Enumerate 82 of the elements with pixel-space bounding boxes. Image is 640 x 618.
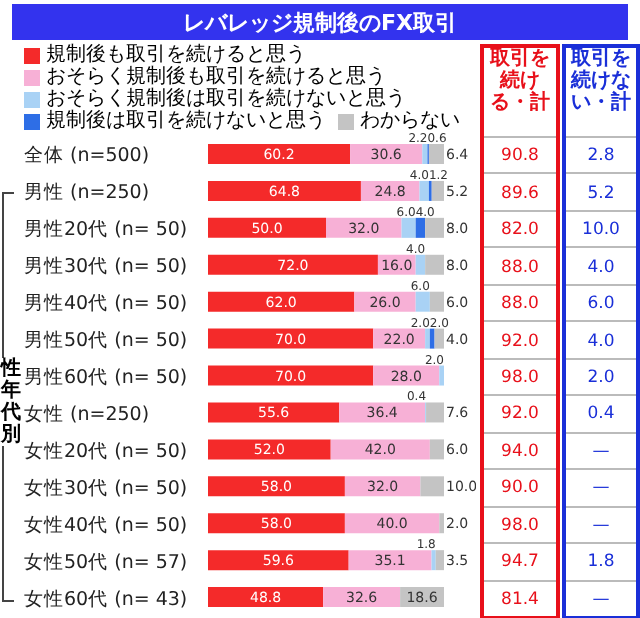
- y-tick-label: 男性 (n=250): [24, 180, 150, 205]
- bar: [330, 439, 430, 460]
- text: 5.2: [566, 172, 636, 212]
- y-tick-label: 男性40代 (n= 50): [24, 291, 188, 316]
- text: 81.4: [484, 579, 556, 618]
- y-tick-label: 男性50代 (n= 50): [24, 328, 188, 353]
- text: —: [566, 505, 636, 545]
- text: 98.0: [484, 357, 556, 397]
- text: —: [566, 468, 636, 508]
- y-tick-label: 女性30代 (n= 50): [24, 475, 188, 500]
- bar: [208, 587, 324, 608]
- bar: [208, 513, 345, 534]
- y-tick-label: 女性20代 (n= 50): [24, 438, 188, 463]
- text: —: [566, 579, 636, 618]
- text: 89.6: [484, 172, 556, 212]
- y-tick-label: 女性50代 (n= 57): [24, 549, 188, 574]
- bar: [415, 217, 426, 238]
- y-tick-label: 男性20代 (n= 50): [24, 217, 188, 242]
- bar: [429, 291, 444, 312]
- bar: [401, 217, 416, 238]
- bar: [208, 550, 349, 571]
- bar: [208, 365, 374, 386]
- bar: [208, 254, 378, 275]
- text: 性年代別: [1, 357, 21, 446]
- text: 4.0: [566, 246, 636, 286]
- text: 2.0: [566, 357, 636, 397]
- legend-label: おそらく規制後は取引を続けないと思う: [46, 88, 406, 110]
- bar: [208, 217, 326, 238]
- text: 10.0: [566, 209, 636, 249]
- text: 1.8: [566, 542, 636, 582]
- y-tick-label: 男性60代 (n= 50): [24, 365, 188, 389]
- bar: [208, 180, 361, 201]
- bar: [429, 439, 444, 460]
- bar: [208, 328, 374, 349]
- legend-label: おそらく規制後も取引を続けると思う: [46, 66, 386, 88]
- bar: [344, 513, 440, 534]
- text: 88.0: [484, 246, 556, 286]
- bar: [208, 402, 340, 423]
- bar: [426, 402, 444, 423]
- bar: [339, 402, 426, 423]
- text: 0.4: [566, 394, 636, 434]
- y-tick-label: 女性 (n=250): [24, 401, 150, 426]
- bar: [208, 439, 331, 460]
- bar: [422, 144, 428, 164]
- bar: [326, 217, 402, 238]
- bar: [208, 476, 345, 497]
- bar: [429, 328, 435, 349]
- text: 88.0: [484, 283, 556, 323]
- text: 4.0: [566, 320, 636, 360]
- bar: [425, 254, 444, 275]
- text: 98.0: [484, 505, 556, 545]
- bar: [415, 291, 430, 312]
- bar: [431, 180, 444, 201]
- text: 2.8: [566, 136, 636, 175]
- bar: [428, 144, 444, 164]
- bar: [415, 254, 426, 275]
- text: —: [566, 431, 636, 471]
- text: 取引を続けない・計: [568, 48, 633, 114]
- bar: [434, 328, 444, 349]
- text: 92.0: [484, 320, 556, 360]
- chart-title: レバレッジ規制後のFX取引: [12, 4, 628, 40]
- text: 94.7: [484, 542, 556, 582]
- bar: [208, 144, 351, 164]
- y-tick-label: 男性30代 (n= 50): [24, 254, 188, 279]
- text: 取引を続ける・計: [487, 48, 552, 114]
- y-tick-label: 女性60代 (n= 43): [24, 586, 188, 611]
- legend-label: 規制後も取引を続けると思う: [46, 44, 306, 66]
- text: 6.0: [566, 283, 636, 323]
- bar: [208, 291, 355, 312]
- y-tick-label: 女性40代 (n= 50): [24, 512, 188, 537]
- bar: [425, 217, 444, 238]
- bar: [420, 476, 444, 497]
- y-tick-label: 全体 (n=500): [24, 143, 150, 168]
- text: 90.0: [484, 468, 556, 508]
- legend-label: わからない: [360, 110, 460, 132]
- text: 90.8: [484, 136, 556, 175]
- bar: [435, 550, 444, 571]
- legend-label: 規制後は取引を続けないと思う: [46, 110, 326, 132]
- bar: [419, 180, 429, 201]
- text: 92.0: [484, 394, 556, 434]
- text: 82.0: [484, 209, 556, 249]
- text: 94.0: [484, 431, 556, 471]
